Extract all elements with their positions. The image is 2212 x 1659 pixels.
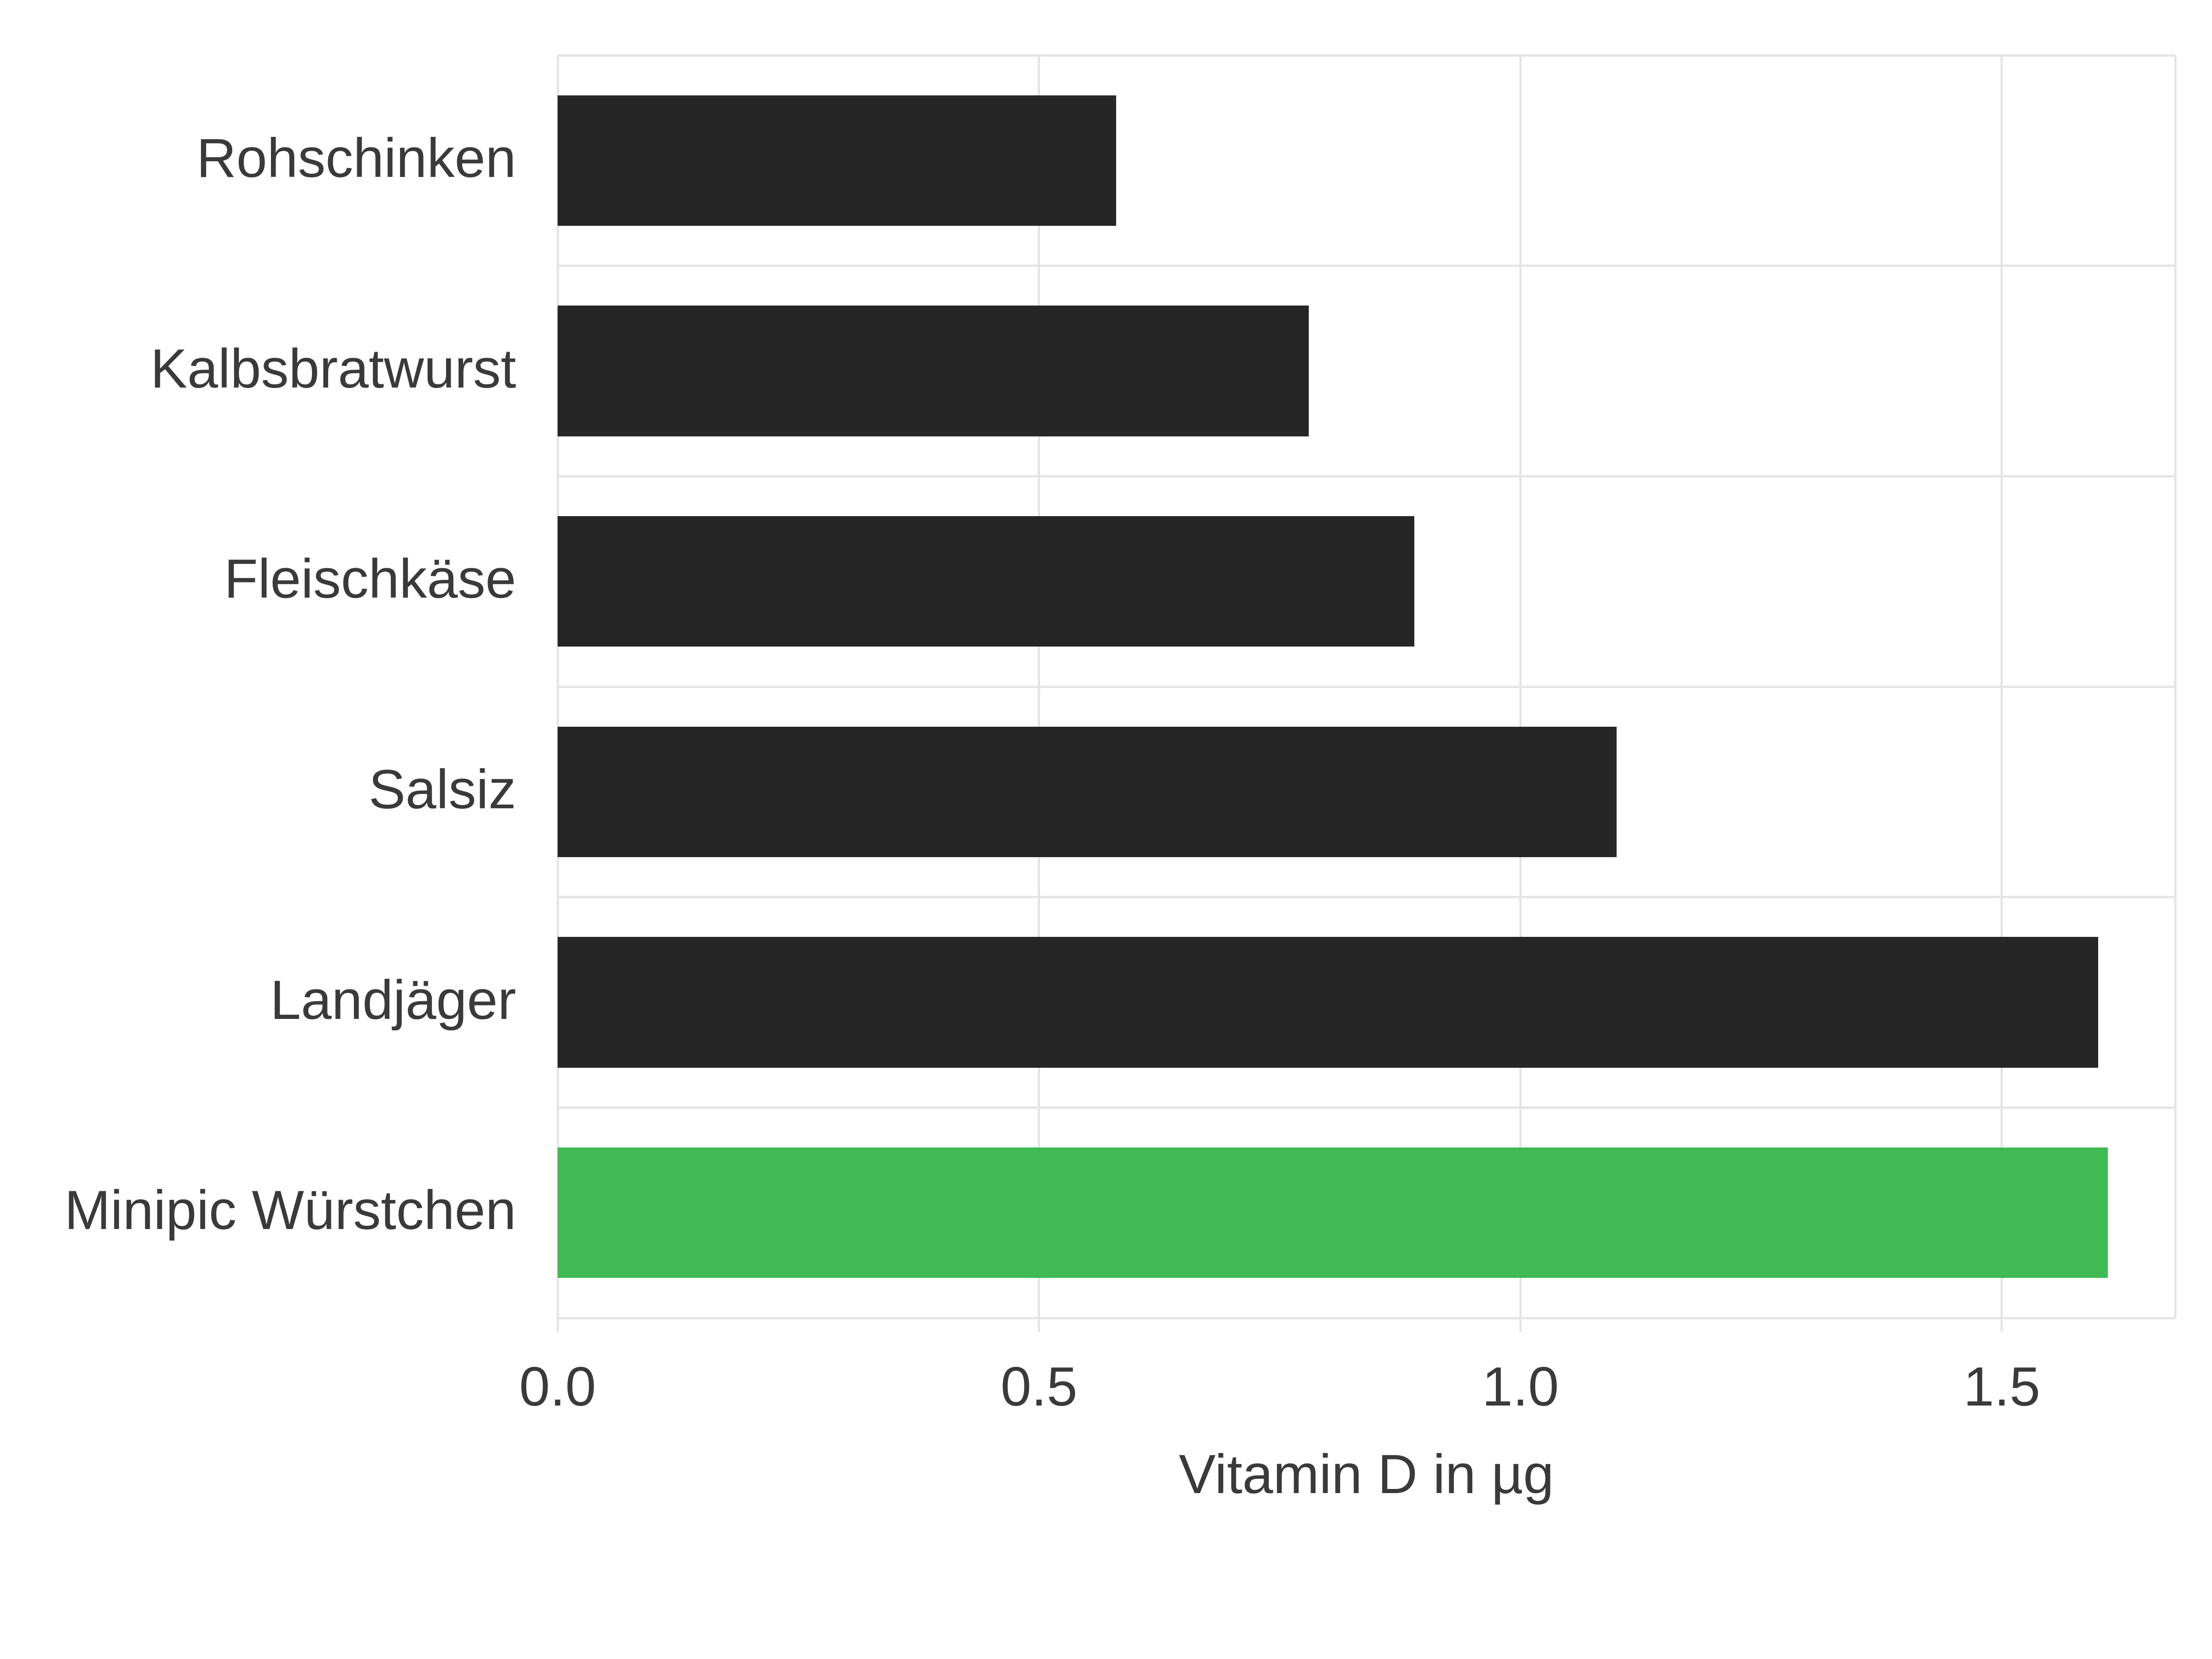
x-tick-mark xyxy=(557,1318,559,1332)
gridline-horizontal xyxy=(558,686,2175,688)
bar xyxy=(558,1147,2108,1278)
category-label: Rohschinken xyxy=(196,126,516,190)
plot-area xyxy=(558,55,2175,1318)
category-label: Fleischkäse xyxy=(224,547,516,611)
bar xyxy=(558,937,2098,1067)
gridline-vertical xyxy=(1519,55,1522,1318)
gridline-vertical xyxy=(557,55,559,1318)
category-label: Salsiz xyxy=(369,758,516,821)
gridline-vertical xyxy=(2000,55,2003,1318)
gridline-vertical xyxy=(1038,55,1040,1318)
gridline-horizontal xyxy=(558,475,2175,477)
x-tick-label: 1.5 xyxy=(1933,1355,2071,1418)
x-tick-label: 1.0 xyxy=(1451,1355,1589,1418)
bar xyxy=(558,306,1309,436)
x-tick-label: 0.5 xyxy=(970,1355,1108,1418)
gridline-horizontal xyxy=(558,1317,2175,1319)
gridline-vertical xyxy=(2174,55,2177,1318)
category-label: Landjäger xyxy=(270,968,516,1032)
category-label: Minipic Würstchen xyxy=(65,1178,516,1242)
vitamin-d-bar-chart: Vitamin D in µg Rohschinken Kalbsbratwurs… xyxy=(0,0,2212,1659)
x-axis-label: Vitamin D in µg xyxy=(558,1442,2175,1506)
gridline-horizontal xyxy=(558,1106,2175,1109)
gridline-horizontal xyxy=(558,265,2175,267)
x-tick-mark xyxy=(1038,1318,1040,1332)
x-tick-mark xyxy=(1519,1318,1522,1332)
bar xyxy=(558,727,1617,857)
gridline-horizontal xyxy=(558,896,2175,898)
gridline-horizontal xyxy=(558,54,2175,57)
x-tick-mark xyxy=(2000,1318,2003,1332)
x-tick-label: 0.0 xyxy=(488,1355,627,1418)
category-label: Kalbsbratwurst xyxy=(150,337,516,400)
bar xyxy=(558,516,1414,647)
bar xyxy=(558,95,1116,226)
